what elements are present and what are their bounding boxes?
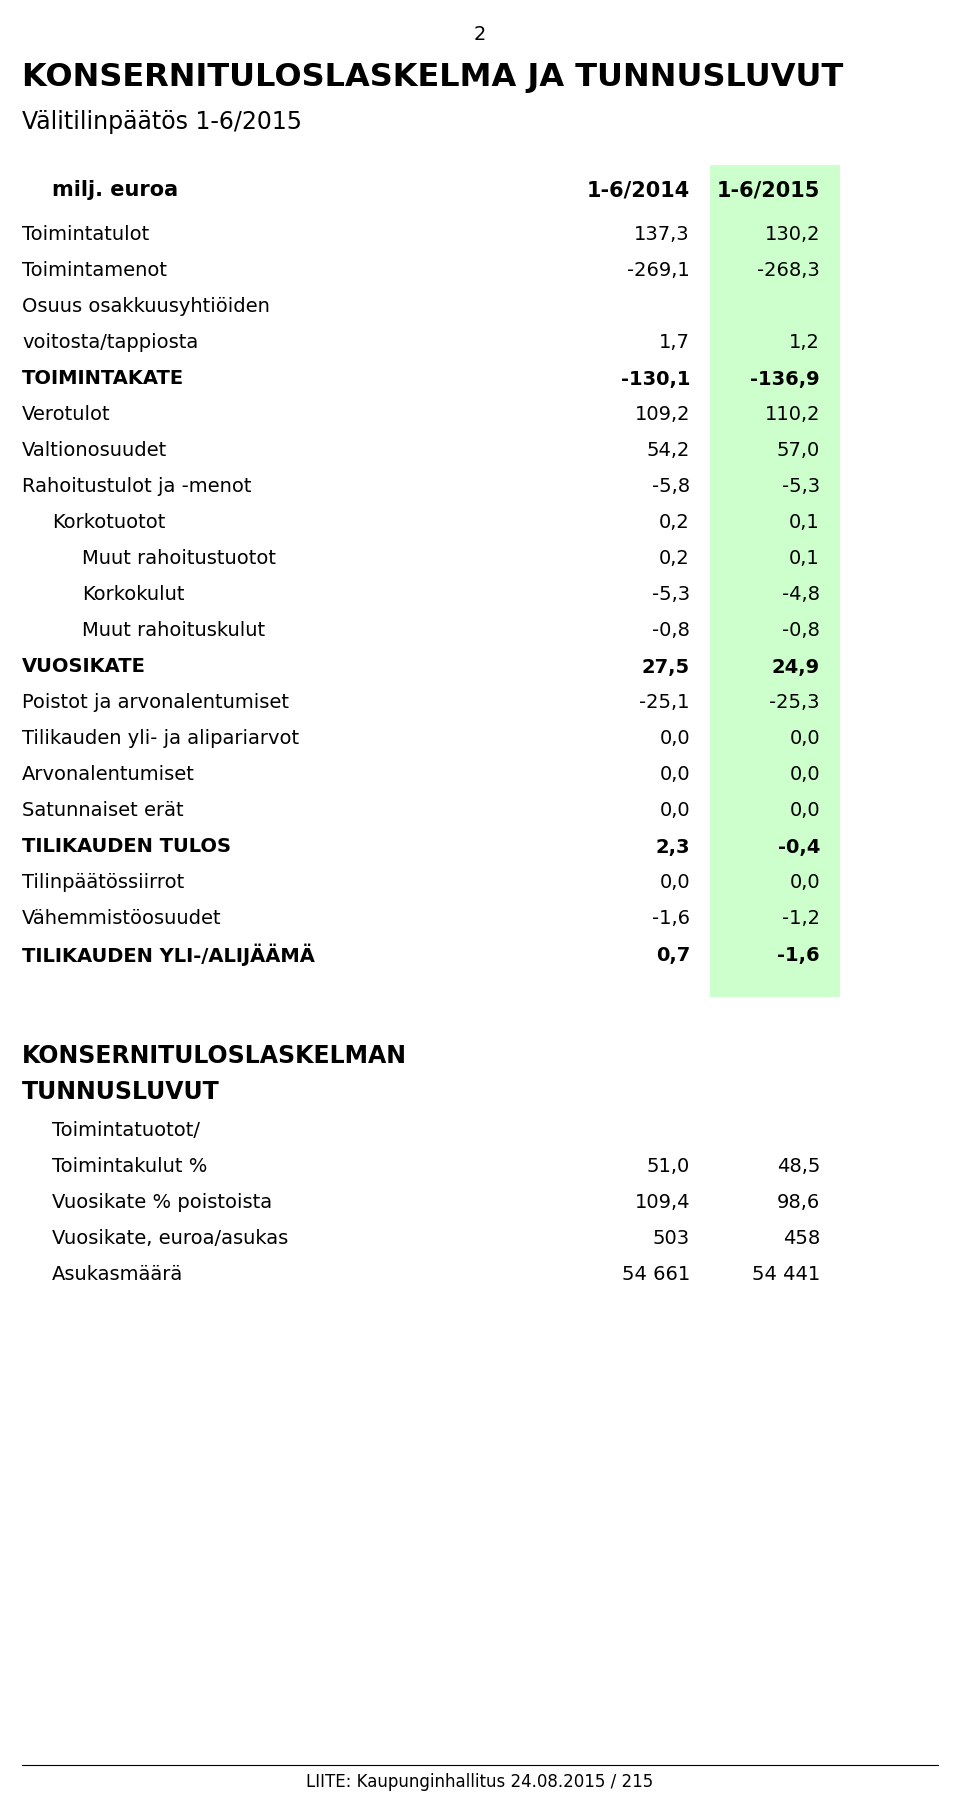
Text: -5,8: -5,8 xyxy=(652,478,690,496)
Text: 109,4: 109,4 xyxy=(635,1192,690,1212)
Text: Korkotuotot: Korkotuotot xyxy=(52,514,165,532)
Text: -0,8: -0,8 xyxy=(782,622,820,640)
Text: Välitilinpäätös 1-6/2015: Välitilinpäätös 1-6/2015 xyxy=(22,110,302,133)
Text: 98,6: 98,6 xyxy=(777,1192,820,1212)
Text: -0,8: -0,8 xyxy=(652,622,690,640)
Text: LIITE: Kaupunginhallitus 24.08.2015 / 215: LIITE: Kaupunginhallitus 24.08.2015 / 21… xyxy=(306,1773,654,1791)
Text: KONSERNITULOSLASKELMA JA TUNNUSLUVUT: KONSERNITULOSLASKELMA JA TUNNUSLUVUT xyxy=(22,61,843,94)
Text: -269,1: -269,1 xyxy=(627,262,690,280)
Text: Toimintakulut %: Toimintakulut % xyxy=(52,1156,207,1176)
Text: 0,0: 0,0 xyxy=(660,765,690,785)
Text: Vuosikate, euroa/asukas: Vuosikate, euroa/asukas xyxy=(52,1229,288,1248)
Text: KONSERNITULOSLASKELMAN: KONSERNITULOSLASKELMAN xyxy=(22,1045,407,1068)
Text: Osuus osakkuusyhtiöiden: Osuus osakkuusyhtiöiden xyxy=(22,298,270,316)
Bar xyxy=(710,164,840,998)
Text: TILIKAUDEN YLI-/ALIJÄÄMÄ: TILIKAUDEN YLI-/ALIJÄÄMÄ xyxy=(22,943,315,967)
Text: Satunnaiset erät: Satunnaiset erät xyxy=(22,801,183,821)
Text: 110,2: 110,2 xyxy=(764,406,820,424)
Text: 109,2: 109,2 xyxy=(635,406,690,424)
Text: 137,3: 137,3 xyxy=(635,226,690,245)
Text: Tilikauden yli- ja alipariarvot: Tilikauden yli- ja alipariarvot xyxy=(22,729,300,749)
Text: milj. euroa: milj. euroa xyxy=(52,180,179,200)
Text: Korkokulut: Korkokulut xyxy=(82,586,184,604)
Text: TOIMINTAKATE: TOIMINTAKATE xyxy=(22,370,184,388)
Text: VUOSIKATE: VUOSIKATE xyxy=(22,657,146,676)
Text: Toimintatuotot/: Toimintatuotot/ xyxy=(52,1120,200,1140)
Text: 0,0: 0,0 xyxy=(789,801,820,821)
Text: -1,6: -1,6 xyxy=(652,909,690,929)
Text: 130,2: 130,2 xyxy=(764,226,820,245)
Text: 48,5: 48,5 xyxy=(777,1156,820,1176)
Text: 0,7: 0,7 xyxy=(656,945,690,965)
Text: -5,3: -5,3 xyxy=(652,586,690,604)
Text: voitosta/tappiosta: voitosta/tappiosta xyxy=(22,334,199,352)
Text: 2,3: 2,3 xyxy=(656,837,690,857)
Text: 1,7: 1,7 xyxy=(660,334,690,352)
Text: Muut rahoitustuotot: Muut rahoitustuotot xyxy=(82,550,276,568)
Text: -130,1: -130,1 xyxy=(620,370,690,388)
Text: 0,2: 0,2 xyxy=(660,514,690,532)
Text: Valtionosuudet: Valtionosuudet xyxy=(22,442,167,460)
Text: 0,0: 0,0 xyxy=(660,801,690,821)
Text: 0,2: 0,2 xyxy=(660,550,690,568)
Text: Verotulot: Verotulot xyxy=(22,406,110,424)
Text: 1-6/2014: 1-6/2014 xyxy=(587,180,690,200)
Text: 0,0: 0,0 xyxy=(660,873,690,893)
Text: 54 441: 54 441 xyxy=(752,1265,820,1283)
Text: 2: 2 xyxy=(474,25,486,43)
Text: 57,0: 57,0 xyxy=(777,442,820,460)
Text: 0,0: 0,0 xyxy=(789,729,820,749)
Text: 0,0: 0,0 xyxy=(660,729,690,749)
Text: TUNNUSLUVUT: TUNNUSLUVUT xyxy=(22,1081,220,1104)
Text: Rahoitustulot ja -menot: Rahoitustulot ja -menot xyxy=(22,478,252,496)
Text: -25,1: -25,1 xyxy=(639,693,690,713)
Text: 54 661: 54 661 xyxy=(622,1265,690,1283)
Text: 1-6/2015: 1-6/2015 xyxy=(716,180,820,200)
Text: Arvonalentumiset: Arvonalentumiset xyxy=(22,765,195,785)
Text: 54,2: 54,2 xyxy=(647,442,690,460)
Text: 51,0: 51,0 xyxy=(647,1156,690,1176)
Text: Muut rahoituskulut: Muut rahoituskulut xyxy=(82,622,265,640)
Text: -1,6: -1,6 xyxy=(778,945,820,965)
Text: -0,4: -0,4 xyxy=(778,837,820,857)
Text: Toimintatulot: Toimintatulot xyxy=(22,226,149,245)
Text: -5,3: -5,3 xyxy=(781,478,820,496)
Text: Toimintamenot: Toimintamenot xyxy=(22,262,167,280)
Text: Poistot ja arvonalentumiset: Poistot ja arvonalentumiset xyxy=(22,693,289,713)
Text: -4,8: -4,8 xyxy=(782,586,820,604)
Text: 0,1: 0,1 xyxy=(789,550,820,568)
Text: -25,3: -25,3 xyxy=(770,693,820,713)
Text: Tilinpäätössiirrot: Tilinpäätössiirrot xyxy=(22,873,184,893)
Text: Vuosikate % poistoista: Vuosikate % poistoista xyxy=(52,1192,272,1212)
Text: -268,3: -268,3 xyxy=(757,262,820,280)
Text: Asukasmäärä: Asukasmäärä xyxy=(52,1265,183,1283)
Text: 0,1: 0,1 xyxy=(789,514,820,532)
Text: -1,2: -1,2 xyxy=(782,909,820,929)
Text: 24,9: 24,9 xyxy=(772,657,820,676)
Text: 0,0: 0,0 xyxy=(789,873,820,893)
Text: TILIKAUDEN TULOS: TILIKAUDEN TULOS xyxy=(22,837,231,857)
Text: 458: 458 xyxy=(782,1229,820,1248)
Text: 0,0: 0,0 xyxy=(789,765,820,785)
Text: 503: 503 xyxy=(653,1229,690,1248)
Text: 1,2: 1,2 xyxy=(789,334,820,352)
Text: Vähemmistöosuudet: Vähemmistöosuudet xyxy=(22,909,222,929)
Text: 27,5: 27,5 xyxy=(642,657,690,676)
Text: -136,9: -136,9 xyxy=(751,370,820,388)
